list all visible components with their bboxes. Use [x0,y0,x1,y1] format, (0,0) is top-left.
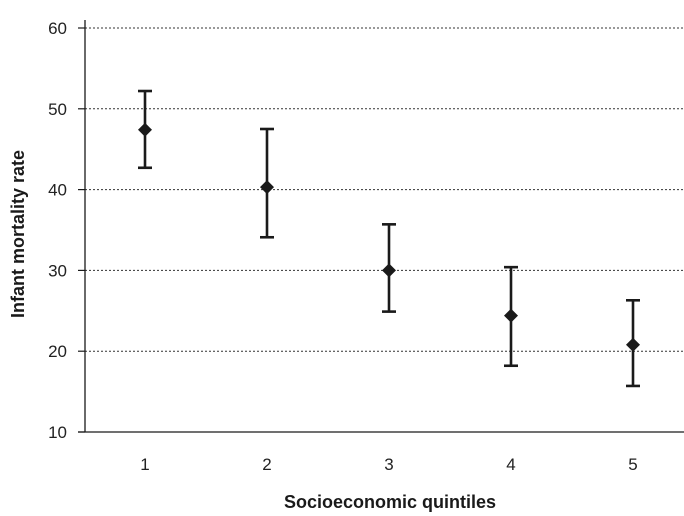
y-tick-labels: 10 20 30 40 50 60 [48,19,85,442]
data-point-marker [626,337,640,352]
data-point-marker [382,263,396,278]
y-axis-title: Infant mortality rate [8,150,28,318]
y-tick-label: 10 [48,423,67,442]
data-point-group [504,265,518,368]
x-tick-label: 1 [140,455,149,474]
x-axis-title: Socioeconomic quintiles [284,492,496,512]
x-tick-labels: 1 2 3 4 5 [140,455,637,474]
data-point-marker [504,308,518,323]
data-point-group [138,89,152,170]
data-point-group [626,298,640,388]
y-tick-label: 40 [48,181,67,200]
data-point-group [382,223,396,313]
x-tick-label: 4 [506,455,515,474]
y-tick-label: 30 [48,261,67,280]
x-tick-label: 5 [628,455,637,474]
x-tick-label: 3 [384,455,393,474]
data-marks [138,89,640,388]
data-point-marker [138,122,152,137]
gridlines [85,27,684,352]
y-tick-label: 50 [48,100,67,119]
data-point-group [260,127,274,239]
data-point-marker [260,180,274,195]
y-tick-label: 60 [48,19,67,38]
y-tick-label: 20 [48,342,67,361]
axes [78,20,684,433]
x-tick-label: 2 [262,455,271,474]
